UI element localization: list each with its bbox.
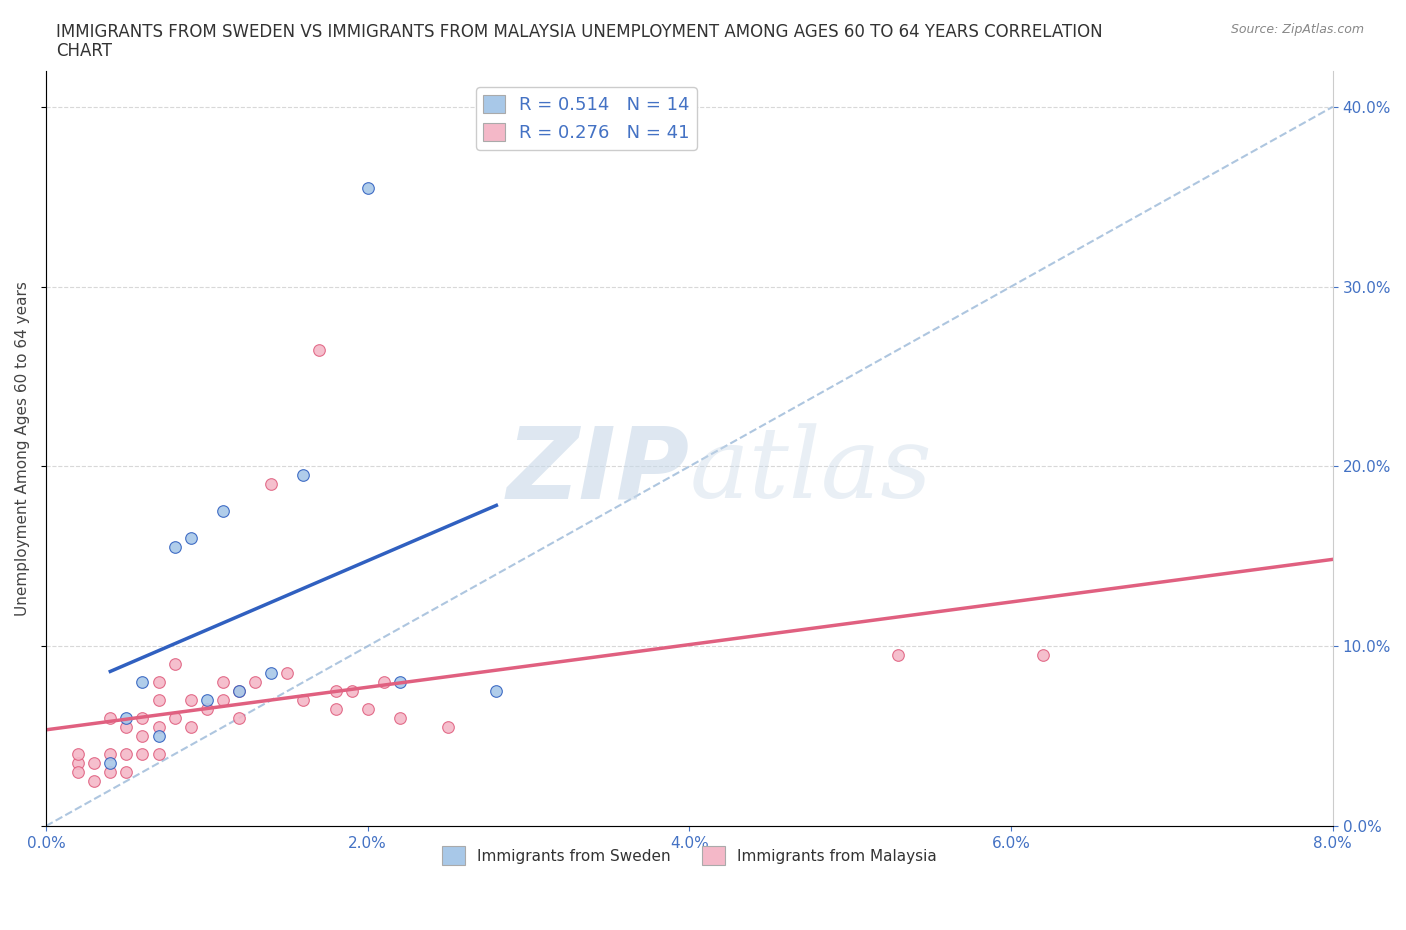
Point [131, 729, 153, 744]
Point [148, 720, 170, 735]
Point [292, 693, 315, 708]
Point [83, 774, 105, 789]
Point [228, 711, 250, 725]
Point [228, 684, 250, 698]
Point [163, 539, 186, 554]
Point [212, 693, 235, 708]
Text: IMMIGRANTS FROM SWEDEN VS IMMIGRANTS FROM MALAYSIA UNEMPLOYMENT AMONG AGES 60 TO: IMMIGRANTS FROM SWEDEN VS IMMIGRANTS FRO… [56, 23, 1102, 41]
Text: atlas: atlas [689, 423, 932, 519]
Point [67, 747, 90, 762]
Point [180, 720, 202, 735]
Point [131, 675, 153, 690]
Point [115, 720, 138, 735]
Point [131, 711, 153, 725]
Point [357, 180, 380, 195]
Point [388, 711, 411, 725]
Point [67, 764, 90, 779]
Point [212, 675, 235, 690]
Point [212, 504, 235, 519]
Point [485, 684, 508, 698]
Point [243, 675, 266, 690]
Point [180, 531, 202, 546]
Point [180, 693, 202, 708]
Point [98, 756, 121, 771]
Point [98, 764, 121, 779]
Point [373, 675, 395, 690]
Text: Source: ZipAtlas.com: Source: ZipAtlas.com [1230, 23, 1364, 36]
Point [260, 477, 283, 492]
Point [195, 702, 218, 717]
Point [325, 684, 347, 698]
Point [98, 747, 121, 762]
Point [325, 702, 347, 717]
Point [260, 666, 283, 681]
Point [83, 756, 105, 771]
Point [340, 684, 363, 698]
Point [115, 711, 138, 725]
Point [115, 747, 138, 762]
Point [887, 648, 910, 663]
Text: CHART: CHART [56, 42, 112, 60]
Point [148, 693, 170, 708]
Point [115, 764, 138, 779]
Point [148, 729, 170, 744]
Point [437, 720, 460, 735]
Point [1032, 648, 1054, 663]
Point [98, 711, 121, 725]
Point [308, 342, 330, 357]
Point [163, 657, 186, 671]
Point [292, 468, 315, 483]
Point [228, 684, 250, 698]
Point [67, 756, 90, 771]
Y-axis label: Unemployment Among Ages 60 to 64 years: Unemployment Among Ages 60 to 64 years [15, 281, 30, 616]
Point [131, 747, 153, 762]
Point [163, 711, 186, 725]
Text: ZIP: ZIP [506, 422, 689, 520]
Point [195, 693, 218, 708]
Point [276, 666, 298, 681]
Point [388, 675, 411, 690]
Point [148, 675, 170, 690]
Legend: Immigrants from Sweden, Immigrants from Malaysia: Immigrants from Sweden, Immigrants from … [436, 841, 942, 871]
Point [357, 702, 380, 717]
Point [148, 747, 170, 762]
